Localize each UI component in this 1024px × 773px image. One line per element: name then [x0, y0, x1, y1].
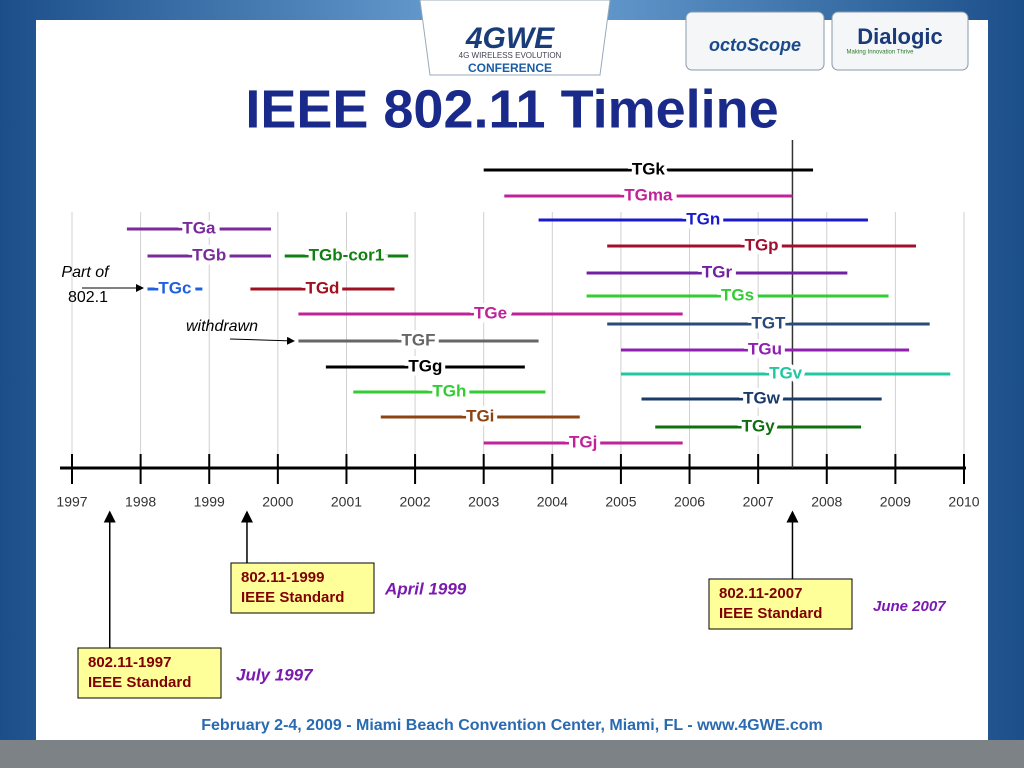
- standard-box: [77, 647, 222, 699]
- bar-label: TGj: [569, 432, 597, 451]
- x-tick-label: 1999: [194, 494, 225, 510]
- x-tick-label: 2009: [880, 494, 911, 510]
- arrow: [229, 336, 295, 345]
- standard-label: IEEE Standard: [241, 589, 344, 606]
- bar-label: TGc: [158, 278, 191, 297]
- chart-title: IEEE 802.11 Timeline: [245, 79, 778, 139]
- footer: February 2-4, 2009 - Miami Beach Convent…: [201, 717, 822, 734]
- x-tick-label: 1998: [125, 494, 156, 510]
- x-tick-label: 2001: [331, 494, 362, 510]
- annotation: 802.1: [68, 289, 108, 306]
- standard-box: [230, 562, 375, 614]
- sponsor: octoScope: [709, 35, 801, 55]
- bar-label: TGn: [686, 209, 720, 228]
- bar-label: TGk: [632, 159, 666, 178]
- standard-label: IEEE Standard: [88, 674, 191, 691]
- bar-label: TGr: [702, 262, 733, 281]
- standard-date: April 1999: [384, 579, 467, 598]
- x-tick-label: 2005: [605, 494, 636, 510]
- x-tick-label: 2008: [811, 494, 842, 510]
- sponsor-box: [685, 11, 825, 71]
- x-tick-label: 2000: [262, 494, 293, 510]
- standard-label: 802.11-1997: [88, 654, 171, 671]
- bar-label: TGu: [748, 339, 782, 358]
- bar-label: TGi: [466, 406, 494, 425]
- bar-label: TGa: [182, 218, 216, 237]
- sponsor-box: [831, 11, 969, 71]
- x-tick-label: 2006: [674, 494, 705, 510]
- standard-date: July 1997: [236, 665, 314, 684]
- bar-label: TGv: [769, 363, 803, 382]
- logo-tab: [419, 0, 611, 76]
- bar-label: TGs: [721, 285, 754, 304]
- bar-label: TGp: [745, 235, 779, 254]
- bar-label: TGb-cor1: [309, 245, 385, 264]
- bar-label: TGh: [432, 381, 466, 400]
- bar-label: TGy: [742, 416, 776, 435]
- x-tick-label: 2007: [743, 494, 774, 510]
- standard-label: 802.11-2007: [719, 585, 802, 602]
- sponsor-tagline: Making Innovation Thrive: [847, 50, 915, 56]
- bar-label: TGT: [751, 313, 786, 332]
- standard-date: June 2007: [873, 598, 946, 615]
- bar-label: TGF: [402, 330, 436, 349]
- bar-label: TGg: [408, 356, 442, 375]
- annotation: Part of: [61, 264, 110, 281]
- bar-label: TGb: [192, 245, 226, 264]
- bar-label: TGe: [474, 303, 507, 322]
- x-tick-label: 2003: [468, 494, 499, 510]
- annotation: withdrawn: [186, 318, 258, 335]
- bottom-strip: [0, 740, 1024, 768]
- x-tick-label: 1997: [56, 494, 87, 510]
- standard-label: IEEE Standard: [719, 605, 822, 622]
- logo-caption: CONFERENCE: [468, 61, 552, 75]
- bar-label: TGd: [305, 278, 339, 297]
- logo: 4GWE: [465, 22, 555, 55]
- bar-label: TGw: [743, 388, 781, 407]
- sponsor: Dialogic: [857, 24, 943, 49]
- standard-label: 802.11-1999: [241, 569, 324, 586]
- bar-label: TGma: [624, 185, 673, 204]
- x-tick-label: 2002: [399, 494, 430, 510]
- standard-box: [708, 578, 853, 630]
- x-tick-label: 2004: [537, 494, 568, 510]
- x-tick-label: 2010: [948, 494, 979, 510]
- logo-subtitle: 4G WIRELESS EVOLUTION: [459, 51, 562, 60]
